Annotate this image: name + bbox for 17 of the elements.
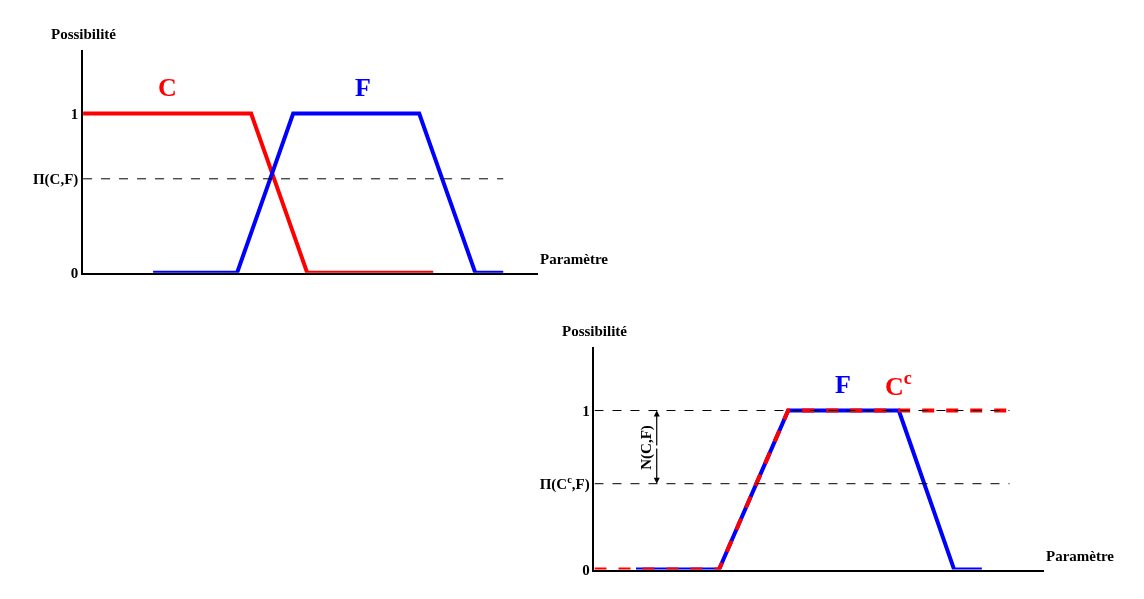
line-series: [151, 111, 506, 273]
x-axis-title: Paramètre: [540, 251, 609, 267]
y-tick-label: Π(C$^{c}$,F): [539, 473, 590, 493]
y-tick-label: Π(C,F): [32, 171, 79, 189]
series-label: C$^{c}$: [885, 368, 912, 401]
series-label: F: [355, 73, 371, 102]
series-label: F: [835, 370, 851, 399]
y-axis-title: Possibilité: [562, 323, 628, 339]
y-tick-label: 0: [582, 561, 590, 578]
y-tick-label: 1: [70, 105, 79, 122]
y-axis-title: Possibilité: [51, 26, 117, 42]
series-label: C: [158, 73, 177, 102]
x-axis-title: Paramètre: [1046, 548, 1115, 564]
annotation: N(C,F): [637, 425, 655, 470]
line-series: [83, 111, 436, 273]
y-tick-label: 1: [582, 402, 590, 419]
y-tick-label: 0: [70, 264, 79, 281]
